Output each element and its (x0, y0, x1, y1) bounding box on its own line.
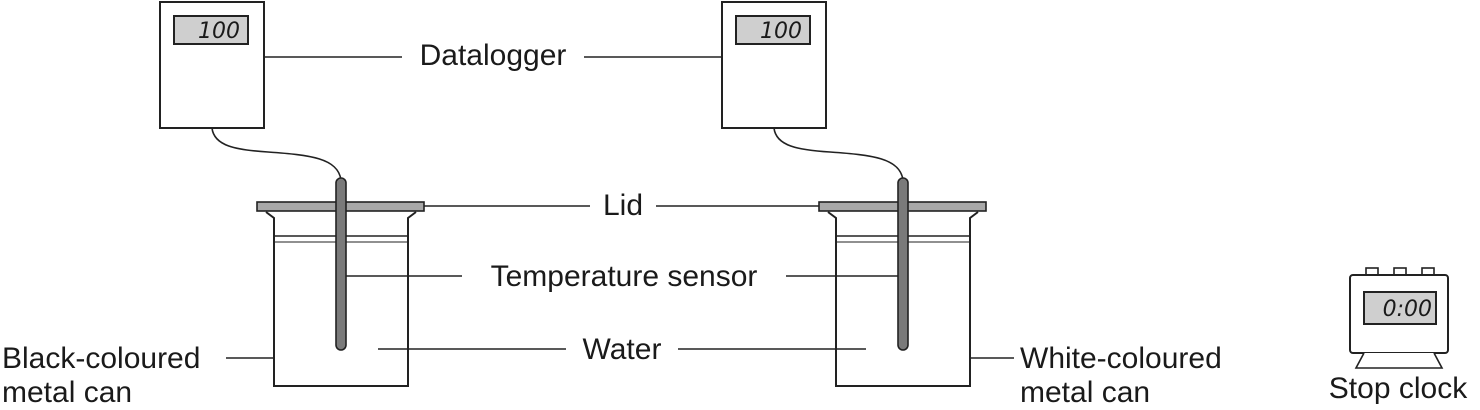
stop-clock-stand (1354, 352, 1444, 369)
leader-lines (226, 56, 1014, 359)
label-stop-clock: Stop clock (1329, 372, 1468, 405)
white-can-temperature-sensor (897, 177, 909, 351)
datalogger-left-reading: 100 (198, 19, 240, 44)
label-temperature-sensor: Temperature sensor (491, 260, 758, 293)
black-can (256, 177, 425, 387)
datalogger-right-display (735, 15, 811, 45)
label-water: Water (583, 333, 662, 366)
label-black-can-line2: metal can (2, 376, 132, 409)
stop-clock: 0:00 (1349, 267, 1449, 369)
stop-clock-display (1363, 291, 1437, 325)
label-white-can-line2: metal can (1020, 376, 1150, 409)
stop-clock-reading: 0:00 (1383, 297, 1432, 322)
label-lid: Lid (603, 189, 643, 222)
cable-left (211, 127, 342, 181)
datalogger-right: 100 (721, 1, 827, 129)
datalogger-left-display (173, 15, 249, 45)
label-datalogger: Datalogger (420, 39, 567, 72)
white-can (818, 177, 987, 387)
datalogger-left: 100 (159, 1, 265, 129)
cable-right (773, 127, 904, 181)
label-black-can-line1: Black-coloured (2, 342, 200, 375)
black-can-temperature-sensor (335, 177, 347, 351)
label-white-can-line1: White-coloured (1020, 342, 1222, 375)
datalogger-right-reading: 100 (760, 19, 802, 44)
